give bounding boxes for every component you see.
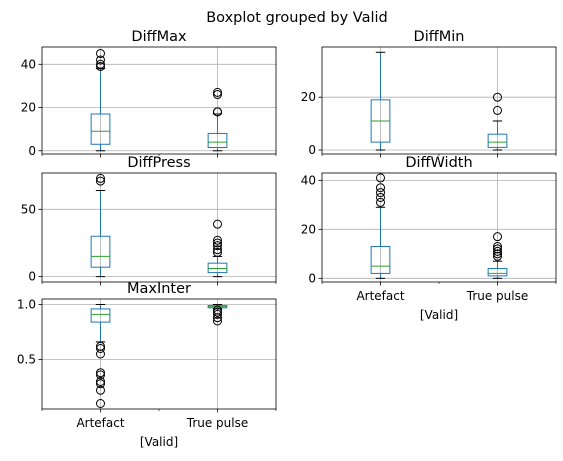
- box-true-pulse: [207, 304, 228, 326]
- outlier-point: [96, 55, 105, 65]
- y-tick-label: 40: [301, 173, 316, 187]
- subplot-diffpress: DiffPress 0 50: [21, 155, 277, 286]
- outlier-point: [96, 344, 105, 353]
- box-true-pulse: [207, 87, 228, 152]
- outlier-point: [96, 59, 105, 69]
- axes-frame: [41, 298, 277, 410]
- outlier-point: [493, 105, 502, 115]
- y-tick-label: 0.5: [17, 353, 36, 367]
- outlier-point: [493, 251, 502, 261]
- outlier-point: [213, 235, 222, 245]
- axes-frame: [41, 46, 277, 155]
- iqr-box: [207, 132, 228, 149]
- outlier-point: [96, 61, 105, 71]
- outlier-point: [493, 232, 502, 242]
- outlier-point: [493, 244, 502, 254]
- outlier-point: [96, 368, 105, 378]
- x-tick-label: Artefact: [356, 289, 404, 303]
- outlier-point: [493, 249, 502, 259]
- outlier-point: [376, 188, 385, 198]
- y-tick-label: 20: [301, 222, 316, 236]
- y-tick-label: 20: [301, 90, 316, 104]
- x-tick-label: True pulse: [186, 416, 249, 430]
- outlier-point: [493, 246, 502, 256]
- x-tick-label: Artefact: [76, 416, 124, 430]
- outlier-point: [213, 305, 222, 315]
- outlier-point: [213, 87, 222, 97]
- y-tick-label: 0: [28, 144, 36, 158]
- box-artefact: [90, 304, 111, 408]
- outlier-point: [493, 92, 502, 102]
- outlier-point: [96, 377, 105, 386]
- subplot-diffmax: DiffMax 0 20 40: [21, 29, 277, 158]
- outlier-point: [376, 192, 385, 202]
- subplot-title: DiffWidth: [405, 155, 472, 171]
- y-tick-label: 0: [308, 143, 316, 157]
- subplot-maxinter: MaxInter 0.5 1.0 Artefact True pulse [Valid]: [17, 281, 277, 449]
- y-tick-label: 40: [21, 57, 36, 71]
- outlier-point: [376, 197, 385, 207]
- subplot-title: DiffPress: [127, 155, 190, 171]
- outlier-point: [96, 48, 105, 58]
- subplot-title: MaxInter: [127, 281, 191, 297]
- subplot-diffwidth: DiffWidth 0 20 40 Artefact True pulse [Valid]: [301, 155, 557, 322]
- outlier-point: [213, 107, 222, 117]
- outlier-point: [96, 385, 105, 395]
- outlier-point: [213, 247, 222, 257]
- y-tick-label: 20: [21, 101, 36, 115]
- axes-frame: [321, 172, 557, 283]
- outlier-point: [96, 379, 105, 389]
- y-tick-label: 0: [308, 271, 316, 285]
- subplot-diffmin: DiffMin 0 20: [301, 29, 557, 158]
- outlier-point: [96, 399, 105, 408]
- iqr-box: [487, 133, 508, 148]
- x-axis-label: [Valid]: [420, 308, 458, 322]
- iqr-box: [90, 308, 111, 323]
- iqr-box: [370, 245, 391, 274]
- figure-suptitle: Boxplot grouped by Valid: [206, 10, 388, 26]
- y-tick-label: 0: [28, 270, 36, 284]
- x-tick-label: True pulse: [466, 289, 529, 303]
- outlier-point: [493, 241, 502, 251]
- subplot-grid: DiffMax 0 20 40 DiffMin 0 20 DiffPress 0 50 DiffWi…: [17, 29, 557, 449]
- subplot-title: DiffMax: [131, 29, 187, 45]
- subplot-title: DiffMin: [414, 29, 465, 45]
- outlier-point: [96, 173, 105, 183]
- y-tick-label: 50: [21, 202, 36, 216]
- box-artefact: [370, 173, 391, 279]
- outlier-point: [96, 176, 105, 186]
- axes-frame: [41, 172, 277, 283]
- outlier-point: [213, 241, 222, 251]
- outlier-point: [96, 370, 105, 380]
- iqr-box: [487, 268, 508, 277]
- outlier-point: [213, 245, 222, 255]
- iqr-box: [90, 235, 111, 268]
- outlier-point: [213, 238, 222, 248]
- box-true-pulse: [487, 232, 508, 279]
- outlier-point: [376, 183, 385, 193]
- outlier-point: [213, 90, 222, 100]
- y-tick-label: 1.0: [17, 298, 36, 312]
- axes-frame: [321, 46, 557, 155]
- x-axis-label: [Valid]: [140, 435, 178, 449]
- box-true-pulse: [487, 92, 508, 151]
- outlier-point: [213, 316, 222, 326]
- iqr-box: [207, 262, 228, 274]
- outlier-point: [213, 307, 222, 317]
- box-artefact: [90, 173, 111, 278]
- box-artefact: [90, 48, 111, 152]
- box-true-pulse: [207, 219, 228, 278]
- outlier-point: [213, 309, 222, 319]
- iqr-box: [90, 113, 111, 145]
- outlier-point: [376, 173, 385, 183]
- box-artefact: [370, 51, 391, 151]
- outlier-point: [213, 219, 222, 229]
- outlier-point: [96, 341, 105, 351]
